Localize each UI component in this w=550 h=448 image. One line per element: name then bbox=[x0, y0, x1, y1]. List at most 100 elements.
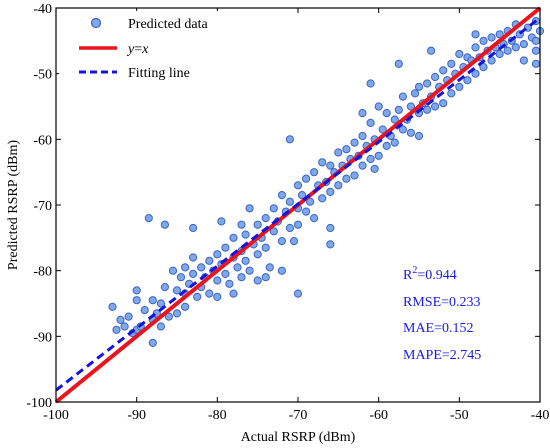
data-point bbox=[447, 89, 456, 98]
data-point bbox=[318, 158, 327, 167]
data-point bbox=[221, 269, 230, 278]
data-point bbox=[414, 82, 424, 91]
data-point bbox=[495, 30, 504, 39]
data-point bbox=[156, 299, 165, 308]
data-point bbox=[358, 131, 367, 141]
data-point bbox=[285, 197, 294, 206]
data-point bbox=[116, 315, 125, 324]
data-point bbox=[439, 66, 448, 75]
x-axis-label: Actual RSRP (dBm) bbox=[241, 430, 356, 445]
data-point bbox=[237, 273, 246, 282]
data-point bbox=[342, 145, 351, 154]
data-point bbox=[406, 128, 415, 137]
data-point bbox=[120, 322, 129, 331]
legend-box bbox=[59, 11, 229, 89]
data-point bbox=[293, 289, 303, 298]
data-point bbox=[265, 263, 274, 272]
data-point bbox=[463, 76, 472, 85]
data-point bbox=[269, 204, 278, 213]
data-point bbox=[241, 230, 250, 239]
data-point bbox=[431, 102, 440, 111]
data-point bbox=[181, 263, 190, 272]
data-point bbox=[164, 312, 173, 321]
data-point bbox=[189, 253, 198, 262]
data-point bbox=[431, 72, 440, 82]
data-point bbox=[205, 256, 214, 265]
y-tick-label: -90 bbox=[33, 330, 52, 345]
data-point bbox=[350, 138, 359, 147]
data-point bbox=[289, 237, 299, 246]
data-point bbox=[374, 151, 383, 160]
data-point bbox=[293, 220, 303, 229]
data-point bbox=[531, 46, 541, 55]
data-point bbox=[471, 69, 480, 78]
data-point bbox=[253, 276, 262, 285]
data-point bbox=[439, 99, 448, 108]
data-point bbox=[487, 33, 496, 42]
data-point bbox=[172, 309, 182, 318]
data-point bbox=[394, 105, 403, 114]
data-point bbox=[390, 115, 399, 124]
data-point bbox=[487, 56, 496, 65]
data-point bbox=[406, 102, 415, 111]
data-point bbox=[423, 79, 432, 88]
metric-r2-prefix: R bbox=[403, 268, 413, 283]
data-point bbox=[519, 56, 529, 65]
data-point bbox=[503, 46, 512, 55]
data-point bbox=[144, 214, 153, 223]
data-point bbox=[306, 197, 315, 206]
data-point bbox=[326, 223, 335, 233]
y-tick-label: -40 bbox=[33, 2, 52, 17]
x-tick-label: -60 bbox=[369, 408, 388, 423]
data-point bbox=[181, 302, 190, 311]
data-point bbox=[269, 227, 278, 236]
data-point bbox=[471, 30, 480, 39]
data-point bbox=[334, 148, 343, 157]
data-point bbox=[148, 338, 157, 347]
data-point bbox=[277, 237, 286, 246]
legend-identity-y: y bbox=[126, 42, 135, 57]
data-point bbox=[132, 286, 141, 295]
data-point bbox=[229, 233, 238, 242]
legend-identity-eq: = bbox=[134, 42, 142, 57]
data-point bbox=[285, 135, 294, 144]
legend-fit-label: Fitting line bbox=[128, 66, 190, 81]
data-point bbox=[318, 194, 327, 203]
data-point bbox=[366, 79, 375, 88]
data-point bbox=[261, 273, 270, 282]
data-point bbox=[310, 214, 319, 223]
data-point bbox=[382, 141, 391, 150]
data-point bbox=[237, 220, 246, 229]
y-tick-label: -100 bbox=[26, 396, 52, 411]
data-point bbox=[382, 109, 391, 118]
data-point bbox=[302, 174, 311, 183]
metric-mape: MAPE=2.745 bbox=[403, 348, 481, 363]
x-tick-label: -70 bbox=[289, 408, 308, 423]
data-point bbox=[245, 266, 254, 275]
data-point bbox=[390, 138, 399, 147]
metric-r2-sup: 2 bbox=[412, 265, 417, 276]
metric-rmse: RMSE=0.233 bbox=[403, 295, 481, 310]
legend-scatter-marker bbox=[90, 17, 102, 29]
data-point bbox=[310, 168, 319, 177]
reference-lines bbox=[54, 6, 542, 404]
metric-r2-value: =0.944 bbox=[417, 268, 456, 283]
data-point bbox=[253, 220, 262, 229]
data-point bbox=[293, 181, 303, 190]
data-point bbox=[148, 296, 157, 305]
data-point bbox=[398, 125, 407, 134]
data-point bbox=[229, 289, 238, 298]
legend: Predicted data y=x Fitting line bbox=[59, 11, 229, 89]
data-point bbox=[410, 89, 420, 98]
data-point bbox=[172, 286, 182, 295]
legend-scatter-label: Predicted data bbox=[128, 17, 208, 32]
data-point bbox=[197, 263, 206, 272]
data-point bbox=[132, 296, 141, 305]
axis-ticks: -100 -90 -80 -70 -60 -50 -40 -100 -90 -80 -70 -60 -5… bbox=[26, 2, 549, 423]
data-point bbox=[253, 250, 262, 259]
data-point bbox=[378, 125, 387, 134]
x-tick-label: -100 bbox=[43, 408, 69, 423]
x-tick-label: -90 bbox=[127, 408, 146, 423]
data-point bbox=[124, 312, 133, 321]
